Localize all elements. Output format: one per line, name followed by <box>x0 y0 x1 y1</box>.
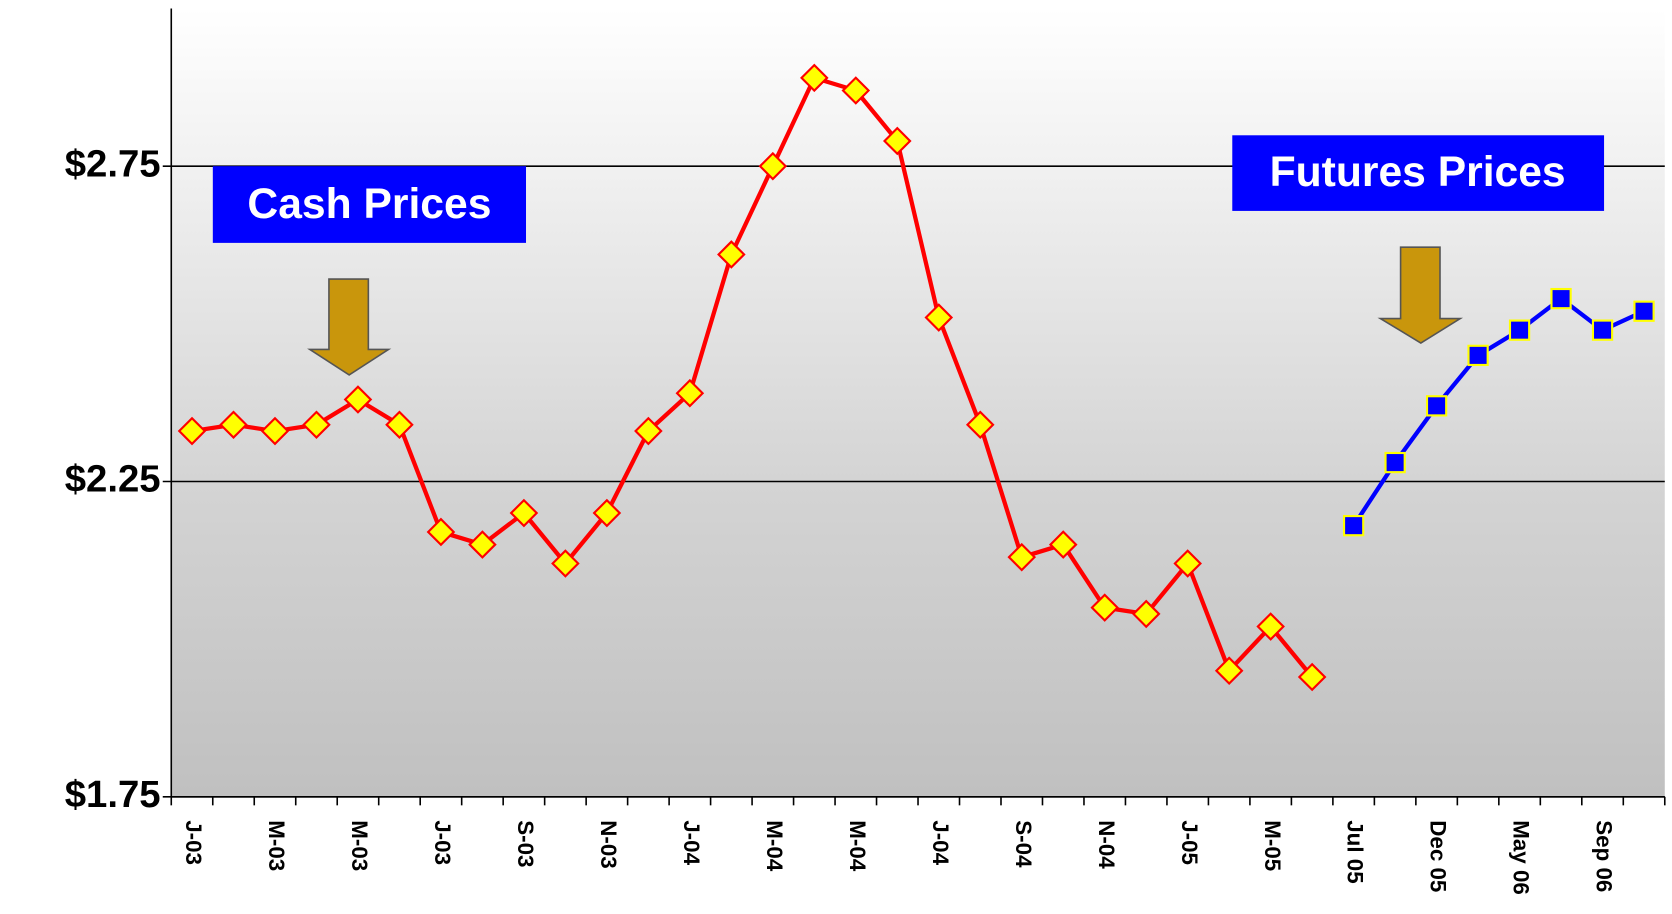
x-tick-label: M-04 <box>845 820 870 872</box>
marker <box>1007 542 1037 572</box>
marker <box>260 416 290 446</box>
marker <box>1342 514 1365 537</box>
marker <box>509 498 539 528</box>
marker <box>1090 593 1120 622</box>
marker <box>385 410 414 440</box>
marker <box>841 76 871 105</box>
marker <box>592 498 622 528</box>
x-tick-label: S-04 <box>1011 820 1036 868</box>
x-tick-label: M-05 <box>1260 820 1285 871</box>
series-line <box>191 75 1314 679</box>
marker <box>1384 451 1406 474</box>
marker <box>1297 662 1327 692</box>
series-label: Cash Prices <box>247 180 491 228</box>
plot-layer: $1.75 $2.25 $2.75 J-03 M-03 M-03 J-03 S-03 N-03 J… <box>65 8 1666 895</box>
x-tick-label: S-03 <box>513 820 538 867</box>
marker <box>1131 599 1161 629</box>
label-box <box>1232 135 1605 211</box>
marker <box>1508 319 1531 341</box>
x-tick-label: J-05 <box>1177 820 1202 865</box>
marker <box>882 126 912 156</box>
marker <box>1633 300 1655 322</box>
x-tick-label: N-04 <box>1094 820 1119 869</box>
marker <box>468 530 497 559</box>
marker <box>1256 612 1285 641</box>
marker <box>1048 530 1078 559</box>
marker <box>1214 656 1244 685</box>
marker <box>634 416 663 446</box>
y-tick-label: $2.75 <box>65 142 161 185</box>
marker <box>219 410 248 440</box>
arrow <box>307 278 392 376</box>
x-tick-label: J-03 <box>430 820 455 865</box>
y-tick-label: $2.25 <box>65 458 161 501</box>
x-tick-label: J-04 <box>928 820 953 865</box>
marker <box>965 410 995 440</box>
marker <box>426 517 456 547</box>
x-tick-label: N-03 <box>596 820 621 868</box>
marker <box>302 410 331 440</box>
marker <box>1425 395 1448 417</box>
x-tick-label: May 06 <box>1509 820 1534 895</box>
x-tick-label: J-04 <box>679 820 704 865</box>
marker <box>758 151 788 181</box>
x-tick-label: M-03 <box>347 820 372 871</box>
marker <box>1550 287 1572 310</box>
marker <box>675 378 705 408</box>
marker <box>924 303 954 332</box>
marker <box>1173 549 1202 578</box>
marker <box>717 240 746 269</box>
marker <box>1591 319 1614 341</box>
marker <box>177 416 207 446</box>
marker <box>800 63 829 93</box>
x-tick-label: Sep 06 <box>1592 820 1617 892</box>
marker <box>551 549 580 578</box>
label-box <box>212 166 527 243</box>
y-tick-label: $1.75 <box>65 773 161 816</box>
x-tick-label: M-03 <box>264 820 289 871</box>
x-tick-label: Jul 05 <box>1343 820 1368 883</box>
marker <box>1467 344 1489 367</box>
x-tick-label: J-03 <box>181 820 206 865</box>
series-label: Futures Prices <box>1270 148 1566 196</box>
marker <box>343 385 373 414</box>
x-tick-label: M-04 <box>762 820 787 872</box>
x-tick-label: Dec 05 <box>1426 820 1451 892</box>
arrow <box>1377 246 1464 344</box>
